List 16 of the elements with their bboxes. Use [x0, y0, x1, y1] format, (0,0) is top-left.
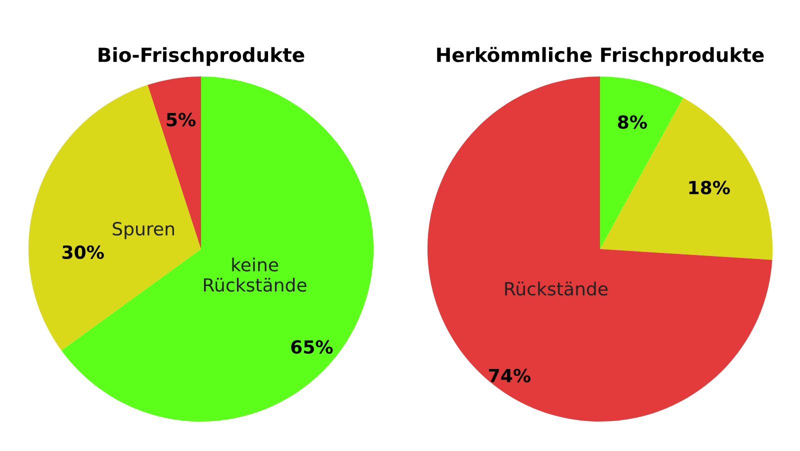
data-label: 65%	[291, 340, 333, 354]
pie-slice	[61, 76, 374, 422]
data-label: 5%	[166, 112, 196, 126]
slice-label: Rückstände	[505, 282, 608, 296]
pie-slice	[600, 76, 684, 249]
pie-slice	[28, 84, 201, 350]
slice-label: keine Rückstände	[204, 258, 306, 292]
pie-slice	[600, 98, 773, 260]
chart-title: Herkömmliche Frischprodukte	[437, 46, 764, 66]
chart-title: Bio-Frischprodukte	[98, 47, 304, 66]
data-label: 74%	[489, 368, 530, 382]
slice-label: Spuren	[112, 222, 174, 240]
data-label: 18%	[689, 180, 730, 194]
pie-slice	[427, 76, 772, 422]
data-label: 30%	[62, 245, 104, 259]
data-label: 8%	[618, 115, 647, 129]
